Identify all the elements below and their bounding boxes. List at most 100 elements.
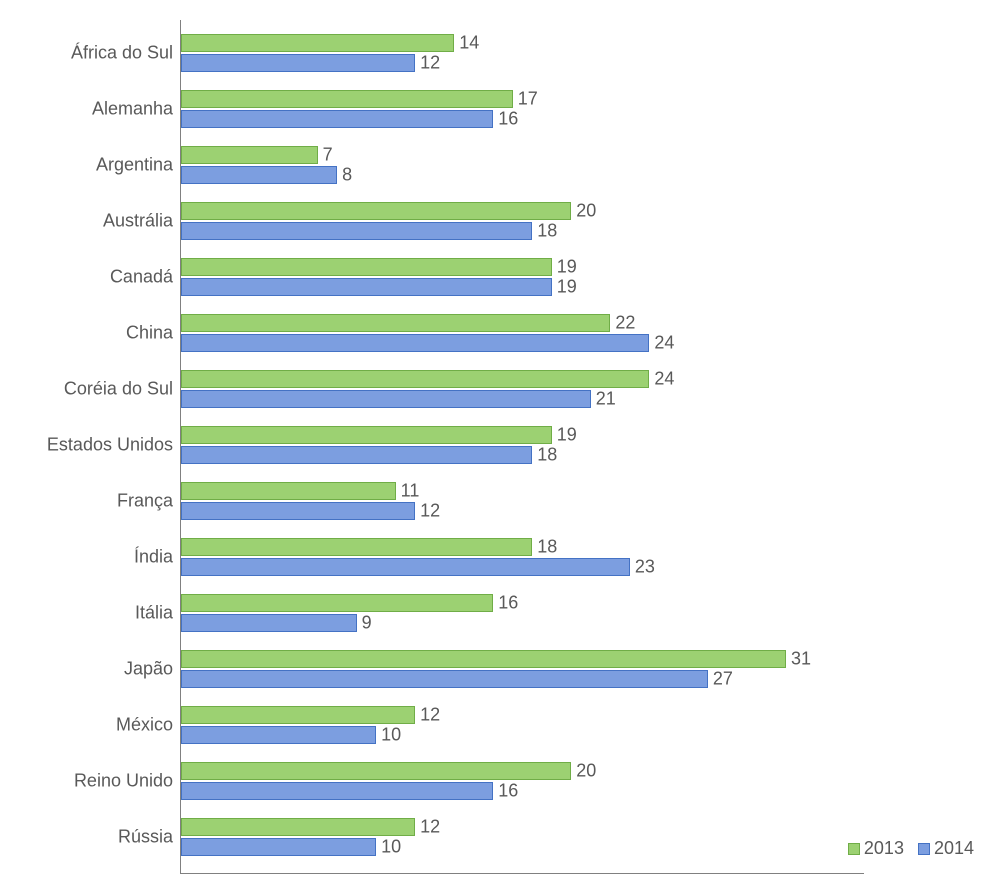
bar-2014: 24 <box>181 334 649 352</box>
bar-value-label: 21 <box>590 389 616 410</box>
bar-value-label: 12 <box>414 817 440 838</box>
bar-value-label: 18 <box>531 221 557 242</box>
bar-2013: 20 <box>181 202 571 220</box>
bar-value-label: 16 <box>492 593 518 614</box>
plot-frame: África do Sul1412 Alemanha1716 Argentina78… <box>180 20 864 874</box>
bar-stack: 1716 <box>181 90 864 128</box>
bar-value-label: 17 <box>512 89 538 110</box>
legend: 2013 2014 <box>848 838 974 859</box>
category-label: Rússia <box>118 827 181 848</box>
bar-value-label: 16 <box>492 781 518 802</box>
bar-2014: 16 <box>181 782 493 800</box>
bar-value-label: 16 <box>492 109 518 130</box>
bar-2014: 10 <box>181 838 376 856</box>
bar-value-label: 18 <box>531 445 557 466</box>
category-label: Índia <box>134 547 181 568</box>
category-group: Estados Unidos1918 <box>181 426 864 464</box>
bar-2014: 18 <box>181 222 532 240</box>
category-label: Alemanha <box>92 99 181 120</box>
bar-stack: 78 <box>181 146 864 184</box>
bar-value-label: 24 <box>648 333 674 354</box>
bar-2013: 12 <box>181 818 415 836</box>
category-label: Coréia do Sul <box>64 379 181 400</box>
category-label: Itália <box>135 603 181 624</box>
bar-2014: 8 <box>181 166 337 184</box>
bar-value-label: 10 <box>375 837 401 858</box>
category-label: África do Sul <box>71 43 181 64</box>
category-group: Alemanha1716 <box>181 90 864 128</box>
bar-2014: 12 <box>181 502 415 520</box>
grouped-horizontal-bar-chart: África do Sul1412Alemanha1716Argentina78… <box>0 0 984 863</box>
category-group: Itália169 <box>181 594 864 632</box>
category-group: Argentina78 <box>181 146 864 184</box>
bar-2013: 31 <box>181 650 786 668</box>
bar-stack: 1112 <box>181 482 864 520</box>
category-group: Reino Unido2016 <box>181 762 864 800</box>
bar-2013: 22 <box>181 314 610 332</box>
bar-2013: 14 <box>181 34 454 52</box>
bar-value-label: 12 <box>414 705 440 726</box>
bar-2014: 21 <box>181 390 591 408</box>
bar-value-label: 9 <box>356 613 372 634</box>
category-label: Estados Unidos <box>47 435 181 456</box>
bar-2013: 19 <box>181 426 552 444</box>
bar-value-label: 19 <box>551 277 577 298</box>
bar-value-label: 22 <box>609 313 635 334</box>
bar-value-label: 14 <box>453 33 479 54</box>
category-group: África do Sul1412 <box>181 34 864 72</box>
category-label: China <box>126 323 181 344</box>
bar-stack: 169 <box>181 594 864 632</box>
bar-value-label: 23 <box>629 557 655 578</box>
bar-2014: 10 <box>181 726 376 744</box>
bar-2014: 9 <box>181 614 357 632</box>
category-group: Rússia1210 <box>181 818 864 856</box>
legend-label: 2014 <box>934 838 974 859</box>
category-group: Índia1823 <box>181 538 864 576</box>
legend-item-2013: 2013 <box>848 838 904 859</box>
bar-2013: 19 <box>181 258 552 276</box>
category-label: Japão <box>124 659 181 680</box>
bar-2013: 20 <box>181 762 571 780</box>
bar-2014: 18 <box>181 446 532 464</box>
bar-value-label: 8 <box>336 165 352 186</box>
bar-stack: 1210 <box>181 818 864 856</box>
bar-2014: 12 <box>181 54 415 72</box>
bar-value-label: 31 <box>785 649 811 670</box>
bar-stack: 12 10 <box>181 706 864 744</box>
category-label: Canadá <box>110 267 181 288</box>
bar-2013: 11 <box>181 482 396 500</box>
category-label: Reino Unido <box>74 771 181 792</box>
bar-2014: 16 <box>181 110 493 128</box>
category-group: México1210 <box>181 706 864 744</box>
bar-stack: 24 21 <box>181 370 864 408</box>
category-group: Austrália2018 <box>181 202 864 240</box>
category-group: França1112 <box>181 482 864 520</box>
bar-value-label: 19 <box>551 425 577 446</box>
bar-stack: 1918 <box>181 426 864 464</box>
bar-value-label: 11 <box>395 481 420 502</box>
bar-2013: 12 <box>181 706 415 724</box>
category-label: Argentina <box>96 155 181 176</box>
bar-value-label: 12 <box>414 53 440 74</box>
bar-2014: 19 <box>181 278 552 296</box>
category-label: México <box>116 715 181 736</box>
bar-stack: 1919 <box>181 258 864 296</box>
category-group: Coréia do Sul2421 <box>181 370 864 408</box>
bar-value-label: 19 <box>551 257 577 278</box>
category-label: França <box>117 491 181 512</box>
bar-value-label: 20 <box>570 201 596 222</box>
category-label: Austrália <box>103 211 181 232</box>
bar-value-label: 18 <box>531 537 557 558</box>
category-group: Canadá1919 <box>181 258 864 296</box>
bar-stack: 2018 <box>181 202 864 240</box>
bar-stack: 1412 <box>181 34 864 72</box>
bar-2014: 23 <box>181 558 630 576</box>
bar-2013: 17 <box>181 90 513 108</box>
bar-stack: 2224 <box>181 314 864 352</box>
legend-label: 2013 <box>864 838 904 859</box>
bar-value-label: 24 <box>648 369 674 390</box>
category-group: Japão3127 <box>181 650 864 688</box>
bar-value-label: 20 <box>570 761 596 782</box>
bar-2013: 16 <box>181 594 493 612</box>
bar-stack: 1823 <box>181 538 864 576</box>
